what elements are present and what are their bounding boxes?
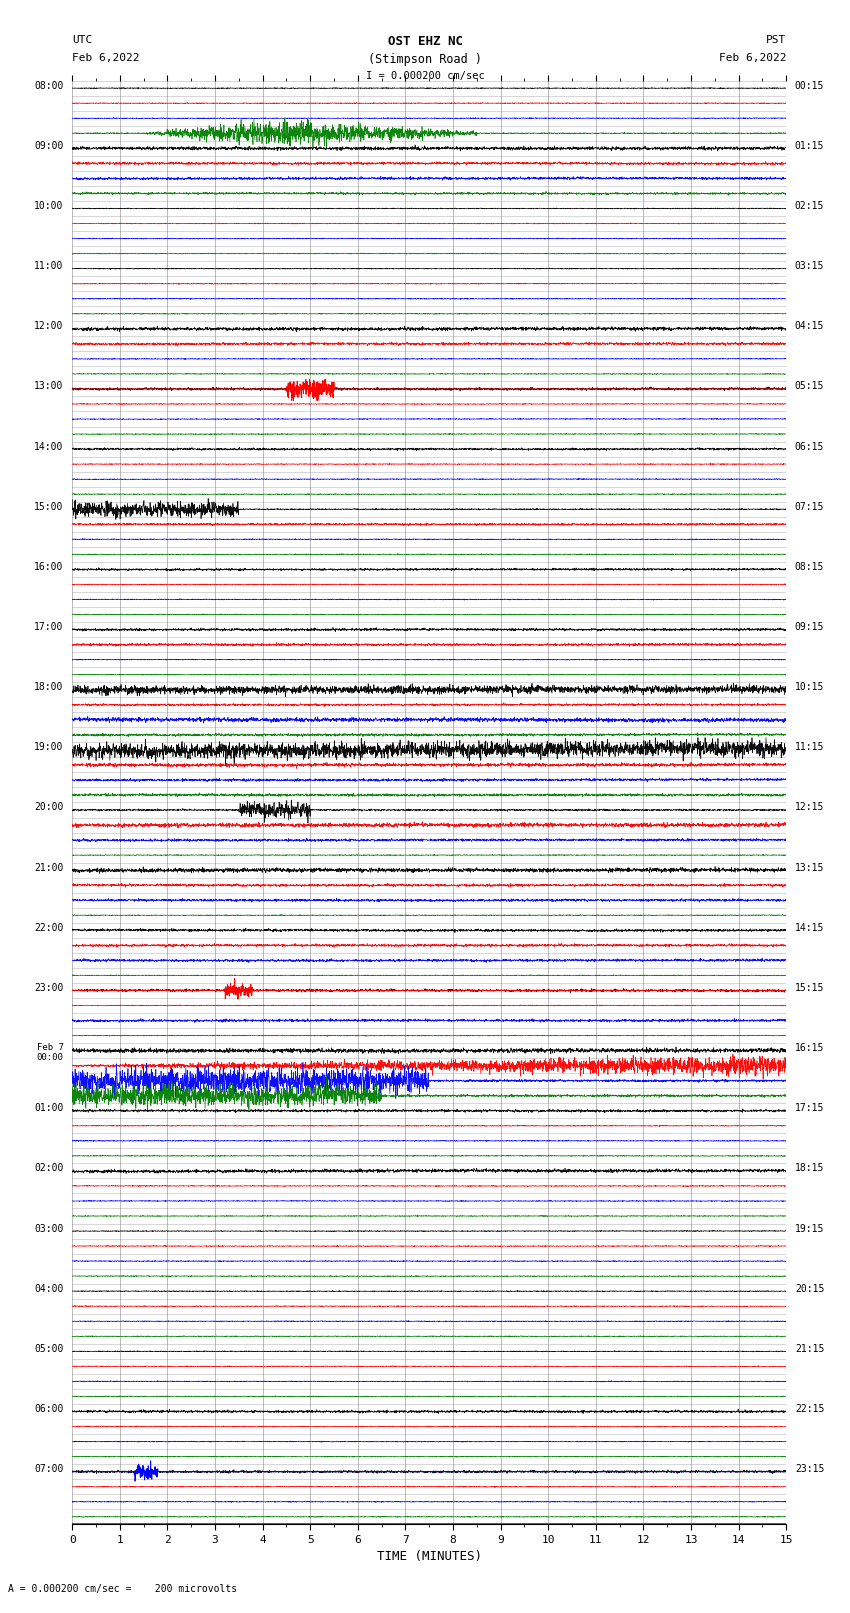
Text: Feb 7
00:00: Feb 7 00:00 [37,1044,64,1063]
Text: 09:15: 09:15 [795,623,824,632]
Text: 18:00: 18:00 [34,682,64,692]
X-axis label: TIME (MINUTES): TIME (MINUTES) [377,1550,482,1563]
Text: 03:00: 03:00 [34,1224,64,1234]
Text: 11:00: 11:00 [34,261,64,271]
Text: 13:00: 13:00 [34,381,64,392]
Text: 05:15: 05:15 [795,381,824,392]
Text: 20:00: 20:00 [34,803,64,813]
Text: 23:15: 23:15 [795,1465,824,1474]
Text: 10:00: 10:00 [34,202,64,211]
Text: A = 0.000200 cm/sec =    200 microvolts: A = 0.000200 cm/sec = 200 microvolts [8,1584,238,1594]
Text: (Stimpson Road ): (Stimpson Road ) [368,53,482,66]
Text: PST: PST [766,35,786,45]
Text: 00:15: 00:15 [795,81,824,90]
Text: 21:15: 21:15 [795,1344,824,1353]
Text: 02:00: 02:00 [34,1163,64,1173]
Text: 22:00: 22:00 [34,923,64,932]
Text: 19:15: 19:15 [795,1224,824,1234]
Text: 14:00: 14:00 [34,442,64,452]
Text: OST EHZ NC: OST EHZ NC [388,35,462,48]
Text: 12:00: 12:00 [34,321,64,331]
Text: 16:00: 16:00 [34,561,64,573]
Text: 08:15: 08:15 [795,561,824,573]
Text: 07:15: 07:15 [795,502,824,511]
Text: 23:00: 23:00 [34,982,64,994]
Text: 05:00: 05:00 [34,1344,64,1353]
Text: 13:15: 13:15 [795,863,824,873]
Text: 07:00: 07:00 [34,1465,64,1474]
Text: Feb 6,2022: Feb 6,2022 [719,53,786,63]
Text: 06:00: 06:00 [34,1403,64,1415]
Text: 01:15: 01:15 [795,140,824,150]
Text: 15:15: 15:15 [795,982,824,994]
Text: 19:00: 19:00 [34,742,64,752]
Text: 11:15: 11:15 [795,742,824,752]
Text: 08:00: 08:00 [34,81,64,90]
Text: 22:15: 22:15 [795,1403,824,1415]
Text: 20:15: 20:15 [795,1284,824,1294]
Text: 09:00: 09:00 [34,140,64,150]
Text: UTC: UTC [72,35,93,45]
Text: 17:00: 17:00 [34,623,64,632]
Text: 10:15: 10:15 [795,682,824,692]
Text: 12:15: 12:15 [795,803,824,813]
Text: 17:15: 17:15 [795,1103,824,1113]
Text: 02:15: 02:15 [795,202,824,211]
Text: I = 0.000200 cm/sec: I = 0.000200 cm/sec [366,71,484,81]
Text: 16:15: 16:15 [795,1044,824,1053]
Text: 21:00: 21:00 [34,863,64,873]
Text: 03:15: 03:15 [795,261,824,271]
Text: 04:15: 04:15 [795,321,824,331]
Text: 01:00: 01:00 [34,1103,64,1113]
Text: 04:00: 04:00 [34,1284,64,1294]
Text: 06:15: 06:15 [795,442,824,452]
Text: 18:15: 18:15 [795,1163,824,1173]
Text: 14:15: 14:15 [795,923,824,932]
Text: 15:00: 15:00 [34,502,64,511]
Text: Feb 6,2022: Feb 6,2022 [72,53,139,63]
